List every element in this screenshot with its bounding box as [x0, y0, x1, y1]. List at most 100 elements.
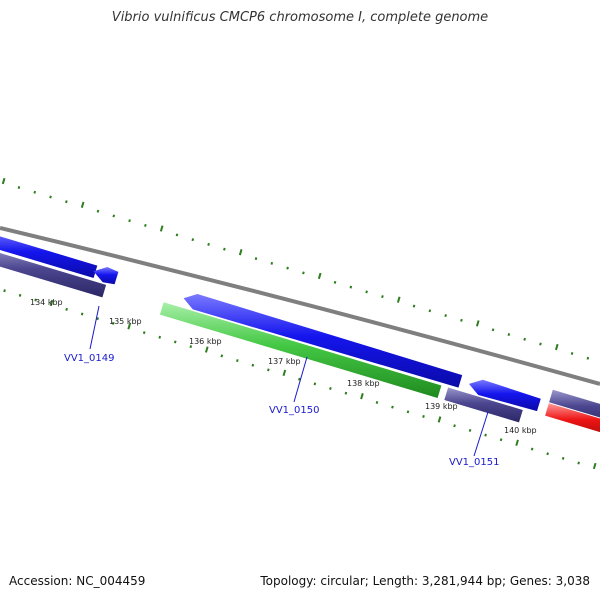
outer-tick	[412, 304, 416, 308]
gene-feature-navy-3[interactable]	[549, 389, 600, 427]
inner-tick	[515, 439, 519, 446]
inner-tick	[530, 447, 534, 451]
gene-label-vv1-0149[interactable]: VV1_0149	[64, 353, 115, 364]
inner-tick	[391, 405, 394, 409]
outer-tick	[539, 342, 542, 346]
gene-feature-blue-4[interactable]	[469, 379, 541, 412]
scale-label-136kbp: 136 kbp	[189, 337, 222, 346]
outer-tick	[238, 249, 243, 256]
leader-line-vv1-0150	[293, 356, 308, 403]
outer-tick	[128, 219, 131, 223]
inner-tick	[546, 452, 549, 456]
scale-label-137kbp: 137 kbp	[268, 357, 301, 366]
gene-feature-navy-1[interactable]	[0, 245, 107, 298]
gene-feature-blue-1[interactable]	[0, 230, 98, 278]
inner-tick	[49, 299, 54, 307]
outer-tick	[144, 223, 147, 227]
outer-tick	[17, 186, 21, 189]
inner-tick	[220, 354, 224, 358]
inner-tick	[313, 382, 317, 386]
outer-tick	[475, 320, 480, 327]
inner-tick	[282, 369, 287, 377]
chromosome-backbone	[0, 226, 600, 386]
inner-tick	[437, 416, 442, 423]
inner-tick	[453, 424, 456, 428]
inner-tick	[468, 428, 472, 432]
inner-tick	[329, 387, 332, 391]
outer-tick	[381, 295, 384, 299]
gene-label-vv1-0150[interactable]: VV1_0150	[269, 405, 320, 416]
outer-tick	[523, 337, 526, 341]
outer-tick	[159, 225, 164, 232]
scale-label-135kbp: 135 kbp	[109, 317, 142, 326]
scale-label-139kbp: 139 kbp	[425, 402, 458, 411]
outer-tick	[444, 314, 447, 318]
outer-tick	[396, 296, 401, 303]
outer-tick	[491, 328, 495, 332]
inner-tick	[111, 321, 115, 325]
outer-tick	[586, 356, 590, 360]
inner-tick	[375, 401, 379, 404]
outer-tick	[570, 352, 574, 356]
inner-tick	[158, 335, 162, 339]
outer-tick	[507, 333, 511, 337]
inner-tick-ring	[3, 289, 597, 470]
inner-tick	[577, 461, 580, 465]
outer-tick	[96, 209, 100, 213]
inner-tick	[235, 359, 239, 363]
inner-tick	[422, 414, 425, 418]
gene-feature-blue-3[interactable]	[183, 294, 463, 388]
accession-text: Accession: NC_004459	[9, 574, 146, 588]
inner-tick	[80, 312, 84, 316]
scale-label-138kbp: 138 kbp	[347, 379, 380, 388]
inner-tick	[592, 462, 597, 470]
gene-feature-blue-2[interactable]	[93, 267, 119, 285]
gene-feature-green-1[interactable]	[159, 302, 442, 398]
inner-tick	[127, 323, 132, 330]
outer-tick-ring	[1, 177, 590, 360]
leader-line-vv1-0149	[89, 305, 100, 350]
outer-tick	[302, 271, 305, 275]
outer-tick	[428, 309, 432, 313]
inner-tick	[267, 368, 270, 372]
outer-tick	[175, 233, 179, 237]
gene-feature-navy-2[interactable]	[444, 387, 523, 423]
outer-tick	[349, 285, 353, 289]
scale-label-140kbp: 140 kbp	[504, 426, 537, 435]
inner-tick	[298, 377, 301, 381]
inner-tick	[65, 307, 68, 311]
outer-tick	[365, 290, 368, 294]
inner-tick	[34, 298, 37, 302]
outer-tick	[223, 247, 226, 251]
outer-tick	[554, 343, 559, 351]
inner-tick	[344, 391, 348, 395]
backbone-line	[0, 226, 600, 386]
inner-tick	[484, 433, 487, 437]
gene-leader-lines	[89, 305, 489, 457]
outer-tick	[333, 280, 337, 284]
scale-labels: 134 kbp 135 kbp 136 kbp 137 kbp 138 kbp …	[30, 298, 537, 435]
inner-tick	[360, 392, 364, 400]
outer-tick	[207, 242, 210, 246]
outer-tick	[460, 318, 463, 322]
inner-tick	[96, 317, 99, 321]
inner-tick	[251, 363, 255, 367]
scale-label-134kbp: 134 kbp	[30, 298, 63, 307]
outer-tick	[1, 177, 6, 185]
outer-tick	[286, 266, 289, 270]
gene-label-vv1-0151[interactable]: VV1_0151	[449, 457, 500, 468]
map-title: Vibrio vulnificus CMCP6 chromosome I, co…	[111, 10, 489, 25]
gene-feature-red-1[interactable]	[545, 403, 600, 440]
inner-tick	[18, 293, 22, 297]
outer-tick	[317, 272, 322, 280]
inner-tick	[189, 345, 193, 349]
inner-tick	[406, 410, 410, 414]
outer-tick	[80, 201, 85, 208]
gene-features	[0, 230, 600, 440]
outer-tick	[270, 261, 274, 265]
outer-tick	[49, 195, 52, 199]
inner-tick	[142, 331, 146, 335]
outer-tick	[33, 190, 37, 194]
outer-tick	[65, 200, 68, 204]
